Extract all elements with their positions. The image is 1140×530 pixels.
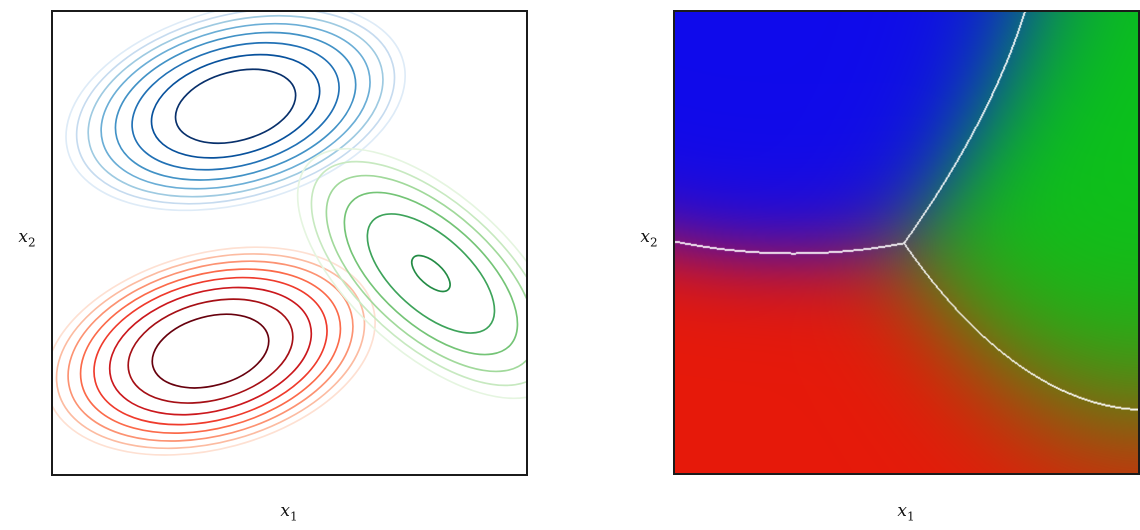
blue-class-contour-ring	[100, 22, 371, 190]
green-class-contour-ring	[343, 191, 519, 356]
red-class-contour-ring	[67, 260, 354, 442]
axis-var: x	[897, 501, 907, 521]
decision-region-plot-frame	[673, 10, 1140, 475]
y-axis-label-right: x2	[628, 226, 670, 248]
blue-class-contour-ring	[87, 14, 384, 198]
axis-sub: 2	[649, 235, 658, 250]
red-class-contour-ring	[55, 253, 366, 450]
blue-class-contour-ring	[150, 53, 321, 159]
blue-class-contour-ring	[174, 68, 297, 144]
green-class-contour-ring	[325, 174, 526, 373]
red-class-contour-ring	[127, 298, 294, 404]
green-class-contour-ring	[310, 160, 526, 387]
red-class-contour-ring	[53, 246, 376, 456]
red-class-contour-ring	[151, 313, 270, 389]
x-axis-label-right: x1	[856, 500, 956, 522]
axis-sub: 1	[289, 509, 298, 524]
y-axis-label-left: x2	[6, 226, 48, 248]
green-class-contour-ring	[410, 254, 451, 293]
axis-var: x	[640, 227, 650, 247]
gaussian-contours-svg	[53, 12, 526, 456]
green-class-contour-ring	[366, 213, 496, 334]
x-axis-label-left: x1	[239, 500, 339, 522]
blue-class-contour-ring	[75, 12, 396, 205]
decision-region-canvas	[675, 12, 1138, 473]
red-class-contour-ring	[79, 268, 342, 434]
red-class-contour-ring	[108, 286, 313, 416]
contour-plot-frame	[51, 10, 528, 476]
axis-sub: 1	[906, 509, 915, 524]
blue-class-contour-ring	[131, 41, 340, 171]
axis-var: x	[18, 227, 28, 247]
green-class-contour-ring	[296, 147, 526, 400]
axis-sub: 2	[27, 235, 36, 250]
blue-class-contour-ring	[114, 31, 357, 181]
red-class-contour-ring	[93, 276, 328, 426]
blue-class-contour-ring	[65, 12, 406, 212]
axis-var: x	[280, 501, 290, 521]
